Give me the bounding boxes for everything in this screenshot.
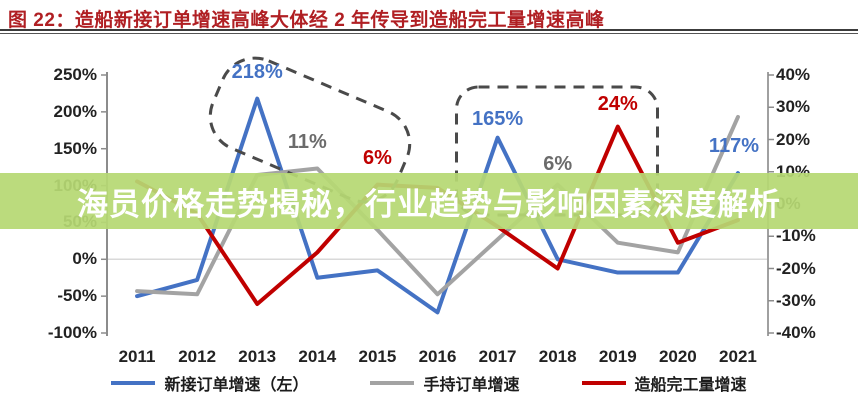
figure-title: 图 22：造船新接订单增速高峰大体经 2 年传导到造船完工量增速高峰	[8, 10, 605, 31]
x-axis-year-label: 2020	[658, 347, 697, 366]
left-axis-tick-label: -100%	[47, 323, 97, 342]
legend-label-order-backlog: 手持订单增速	[423, 377, 520, 394]
x-axis-year-label: 2012	[178, 347, 217, 366]
x-axis-year-label: 2017	[478, 347, 517, 366]
overlay-banner-text: 海员价格走势揭秘，行业趋势与影响因素深度解析	[77, 186, 781, 222]
point-label-order-backlog-2014: 11%	[287, 130, 327, 153]
left-axis-tick-label: 0%	[72, 249, 97, 269]
overlay-banner: 海员价格走势揭秘，行业趋势与影响因素深度解析	[0, 173, 858, 229]
point-label-new-orders-2013: 218%	[231, 60, 283, 83]
legend-item-order-backlog: 手持订单增速	[370, 371, 520, 395]
left-axis-tick-label: -50%	[57, 286, 97, 306]
legend-label-completions: 造船完工量增速	[634, 377, 747, 394]
right-axis-tick-label: 40%	[776, 65, 811, 84]
legend-line-swatch-completions	[581, 381, 626, 385]
left-axis-tick-label: 150%	[53, 138, 97, 158]
title-divider	[0, 29, 858, 34]
right-axis-tick-label: -20%	[776, 258, 816, 278]
legend-item-completions: 造船完工量增速	[581, 371, 747, 395]
chart-legend: 新接订单增速（左） 手持订单增速 造船完工量增速	[0, 371, 858, 395]
series-line-new-orders	[135, 96, 740, 315]
x-axis-year-label: 2011	[118, 347, 156, 366]
point-label-order-backlog-2018: 6%	[543, 152, 573, 175]
legend-line-swatch-order-backlog	[370, 381, 415, 385]
right-axis-tick-label: 30%	[776, 97, 811, 117]
right-axis-tick-label: -40%	[776, 323, 816, 342]
x-axis-year-label: 2013	[238, 347, 277, 366]
legend-label-new-orders: 新接订单增速（左）	[164, 377, 309, 394]
right-axis-tick-label: 20%	[776, 129, 811, 149]
point-label-new-orders-2017: 165%	[472, 107, 524, 130]
right-axis-tick-label: -30%	[776, 290, 816, 310]
x-axis-year-label: 2021	[719, 347, 757, 366]
point-label-completions-2019: 24%	[597, 92, 638, 115]
left-axis-tick-label: 250%	[53, 65, 97, 84]
right-axis-tick-label: -10%	[776, 226, 816, 246]
x-axis-year-label: 2015	[358, 347, 397, 366]
left-axis-tick-label: 200%	[53, 101, 97, 121]
x-axis-year-label: 2014	[298, 347, 337, 366]
point-label-completions-2015: 6%	[362, 146, 392, 169]
x-axis-year-label: 2018	[538, 347, 577, 366]
x-axis-year-label: 2016	[418, 347, 457, 366]
legend-item-new-orders: 新接订单增速（左）	[111, 371, 308, 395]
point-label-new-orders-2021: 117%	[708, 135, 759, 158]
x-axis-year-label: 2019	[598, 347, 637, 366]
legend-line-swatch-new-orders	[111, 381, 156, 385]
